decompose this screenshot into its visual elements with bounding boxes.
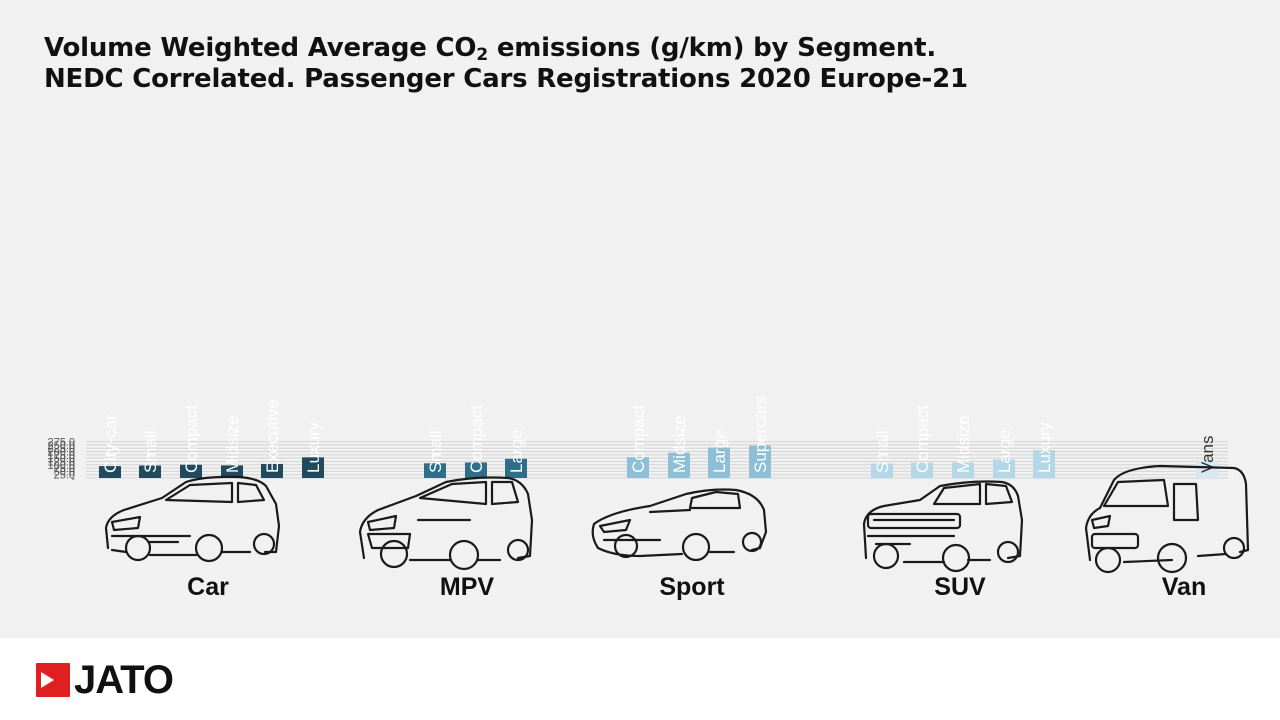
bar-category-label: Supercars: [751, 396, 770, 473]
bar-category-label: Large: [710, 430, 729, 473]
title-line1-start: Volume Weighted Average CO: [44, 33, 477, 63]
van-icon: [1084, 464, 1250, 574]
segment-label: MPV: [440, 573, 495, 601]
jato-logo-icon: [36, 663, 70, 697]
brand-logo[interactable]: JATO: [36, 658, 174, 702]
bar-series: City-car Small Compact Midsize Executive Luxu…: [99, 396, 1218, 478]
y-tick-label: 100.0: [47, 460, 75, 472]
hatchback-car-icon: [104, 475, 281, 563]
bar: [1196, 460, 1218, 478]
bar-category-label: Compact: [913, 405, 932, 473]
bar: [952, 462, 974, 478]
bar: [261, 463, 283, 478]
y-tick-label: 175.0: [47, 450, 75, 462]
bar-chart: -25.050.075.0100.0125.0150.0175.0200.022…: [47, 396, 1250, 601]
title-subscript: 2: [476, 45, 488, 65]
bar: [180, 464, 202, 478]
bar-category-label: Luxury: [1035, 421, 1054, 473]
y-tick-label: 75.0: [54, 463, 75, 475]
mpv-car-icon: [358, 476, 534, 571]
bar-category-label: Small: [426, 430, 445, 473]
bar-category-label: Large: [507, 430, 526, 473]
bar-category-label: Midsize: [954, 415, 973, 473]
chart-slide: Volume Weighted Average CO2 emissions (g…: [0, 0, 1280, 638]
y-tick-label: 50.0: [54, 466, 75, 478]
bar: [505, 458, 527, 478]
bar: [708, 447, 730, 478]
bar: [627, 457, 649, 478]
footer-bar: [0, 638, 1280, 720]
bar-category-label: Compact: [182, 405, 201, 473]
sports-car-icon: [591, 488, 768, 562]
bar-category-label: Midsize: [223, 415, 242, 473]
segment-label: Sport: [659, 573, 725, 601]
bar-category-label: Luxury: [304, 421, 323, 473]
bar: [302, 457, 324, 478]
bar-category-label: Small: [141, 430, 160, 473]
bar: [465, 462, 487, 478]
title-line2: NEDC Correlated. Passenger Cars Registra…: [44, 64, 968, 94]
brand-name: JATO: [74, 658, 174, 702]
bar-category-label: Executive: [263, 399, 282, 473]
bar-category-label: Vans: [1198, 436, 1217, 474]
bar-category-label: Small: [873, 430, 892, 473]
title-line1-end: emissions (g/km) by Segment.: [487, 33, 937, 63]
bar: [99, 466, 121, 478]
segment-label: Van: [1162, 573, 1206, 601]
bar: [221, 465, 243, 478]
segment-label: SUV: [934, 573, 986, 601]
y-tick-label: 25.0: [54, 470, 75, 482]
bar-category-label: City-car: [101, 414, 120, 473]
chart-title: Volume Weighted Average CO2 emissions (g…: [44, 33, 968, 95]
gridlines: [86, 441, 1228, 479]
bar-category-label: Compact: [629, 405, 648, 473]
bar: [424, 463, 446, 478]
bar-category-label: Midsize: [670, 415, 689, 473]
y-tick-label: 200.0: [47, 447, 75, 459]
bar: [668, 452, 690, 478]
y-tick-label: 250.0: [47, 440, 75, 452]
suv-car-icon: [862, 480, 1024, 573]
y-axis-ticks: -25.050.075.0100.0125.0150.0175.0200.022…: [47, 437, 75, 485]
bar-category-label: Large: [995, 430, 1014, 473]
segment-label: Car: [187, 573, 229, 601]
logo-arrow: [41, 672, 54, 688]
bar-category-label: Compact: [467, 405, 486, 473]
bar: [749, 445, 771, 478]
bar: [1033, 450, 1055, 478]
y-tick-label: -: [71, 473, 75, 485]
bar: [139, 465, 161, 478]
y-tick-label: 125.0: [47, 456, 75, 468]
bar: [993, 459, 1015, 478]
bar: [911, 462, 933, 478]
y-tick-label: 150.0: [47, 453, 75, 465]
bar: [871, 463, 893, 478]
segment-labels: Car MPV Sport SUV Van: [187, 573, 1206, 601]
y-tick-label: 225.0: [47, 443, 75, 455]
y-tick-label: 275.0: [47, 437, 75, 449]
